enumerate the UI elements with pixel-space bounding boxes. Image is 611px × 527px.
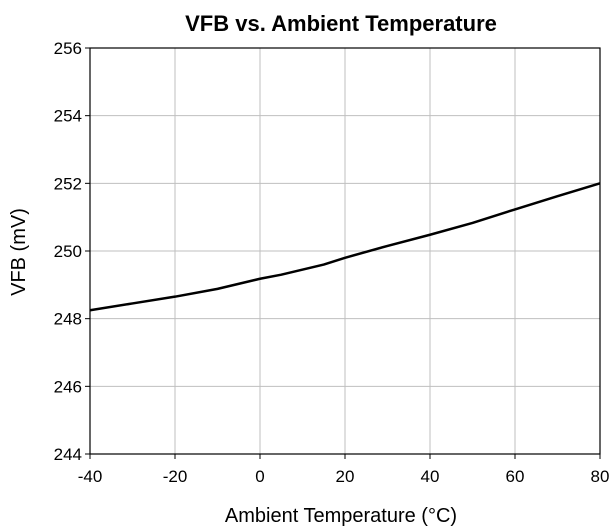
x-tick-label: -40: [78, 467, 103, 486]
x-tick-label: 0: [255, 467, 264, 486]
x-tick-label: 20: [336, 467, 355, 486]
y-tick-label: 250: [54, 242, 82, 261]
series-layer: [89, 182, 601, 312]
y-tick-label: 256: [54, 39, 82, 58]
y-axis-label: VFB (mV): [8, 208, 30, 296]
chart-title: VFB vs. Ambient Temperature: [185, 11, 497, 36]
x-tick-label: 60: [506, 467, 525, 486]
x-ticks: -40 -20 0 20 40 60 80: [78, 454, 610, 486]
y-tick-label: 248: [54, 310, 82, 329]
x-tick-label: -20: [163, 467, 188, 486]
grid: [89, 47, 601, 455]
x-axis-label: Ambient Temperature (°C): [225, 505, 457, 527]
x-tick-label: 80: [591, 467, 610, 486]
y-tick-label: 246: [54, 377, 82, 396]
y-ticks: 244 246 248 250 252 254 256: [54, 39, 90, 464]
y-tick-label: 254: [54, 107, 82, 126]
y-tick-label: 244: [54, 445, 82, 464]
x-tick-label: 40: [421, 467, 440, 486]
series-line: [89, 182, 601, 312]
y-tick-label: 252: [54, 174, 82, 193]
